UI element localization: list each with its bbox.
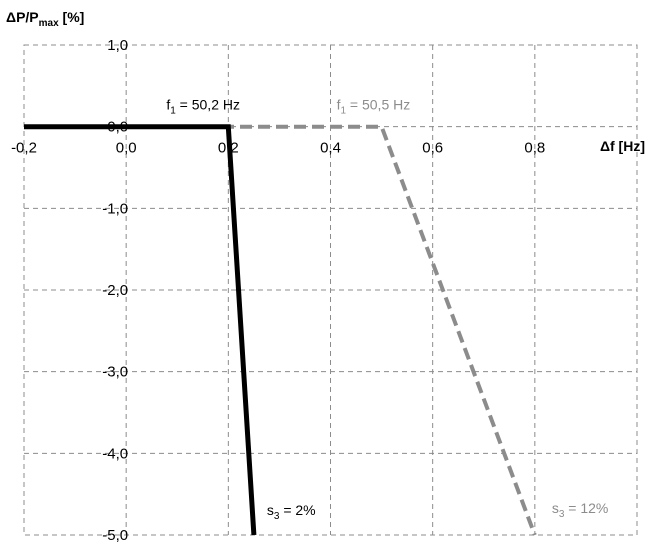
label-f1-dashed-text: f	[337, 97, 341, 113]
label-s3-dashed: s3 = 12%	[552, 500, 609, 520]
x-tick-label: 0,6	[422, 140, 443, 157]
y-tick-label: -3,0	[102, 364, 128, 381]
label-f1-dashed: f1 = 50,5 Hz	[337, 97, 411, 117]
series-group	[24, 124, 537, 536]
y-axis-title-unit: [%]	[59, 9, 85, 25]
y-tick-label: -1,0	[102, 200, 128, 217]
y-tick-label: -2,0	[102, 282, 128, 299]
label-f1-dashed-subscript: 1	[340, 106, 346, 117]
label-f1-solid-text: f	[166, 97, 170, 113]
y-axis-title: ΔP/Pmax [%]	[6, 9, 84, 29]
x-tick-label: 0,8	[524, 140, 545, 157]
label-f1-solid-subscript: 1	[170, 106, 176, 117]
label-s3-dashed-value: = 12%	[564, 500, 608, 516]
label-f1-solid-value: = 50,2 Hz	[176, 97, 240, 113]
y-axis-title-main: ΔP/P	[6, 9, 39, 25]
x-tick-label: 0,4	[320, 140, 341, 157]
label-s3-solid: s3 = 2%	[267, 502, 316, 522]
label-s3-solid-subscript: 3	[274, 511, 280, 522]
y-tick-label: -5,0	[102, 527, 128, 542]
y-tick-label: -4,0	[102, 445, 128, 462]
x-tick-label: -0,2	[11, 140, 37, 157]
label-s3-solid-text: s	[267, 502, 274, 518]
label-s3-solid-value: = 2%	[279, 502, 315, 518]
label-f1-solid: f1 = 50,2 Hz	[166, 97, 240, 117]
series-line-dashed	[24, 124, 537, 536]
x-tick-label: 0,0	[116, 140, 137, 157]
y-tick-label: 1,0	[107, 37, 128, 54]
label-f1-dashed-value: = 50,5 Hz	[346, 97, 410, 113]
x-axis-title: Δf [Hz]	[600, 138, 645, 154]
label-s3-dashed-subscript: 3	[559, 509, 565, 520]
y-axis-title-sub: max	[39, 18, 59, 29]
series-line-solid	[24, 124, 257, 536]
label-s3-dashed-text: s	[552, 500, 559, 516]
